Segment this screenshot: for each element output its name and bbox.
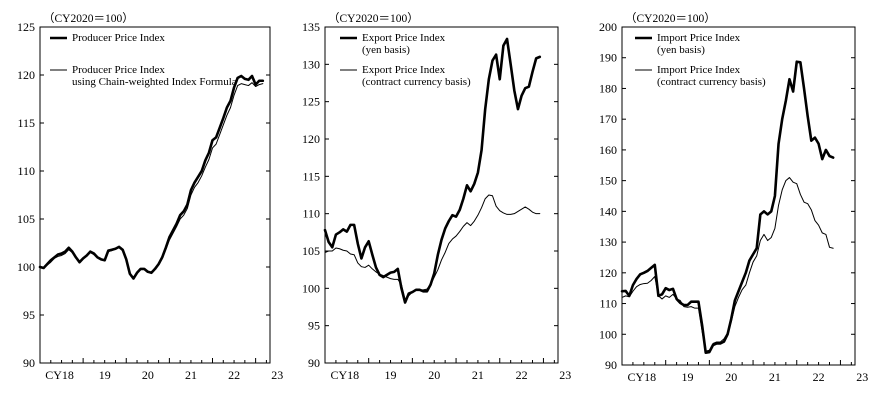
- x-tick-label: 23: [856, 370, 868, 384]
- y-tick-label: 100: [17, 260, 35, 274]
- y-tick-label: 95: [23, 308, 35, 322]
- legend-label: Producer Price Index: [72, 64, 165, 76]
- y-tick-label: 125: [17, 20, 35, 34]
- y-tick-label: 100: [302, 281, 320, 295]
- x-tick-label: 21: [185, 368, 197, 382]
- series-line-bold: [323, 37, 542, 304]
- panel-import-price-index: （CY2020＝100） 90 100 110 120 130 140 150 160 170 18…: [599, 12, 868, 384]
- y-tick-label: 105: [302, 244, 320, 258]
- x-tick-label: 19: [682, 370, 694, 384]
- series-line-thin: [324, 194, 541, 301]
- x-tick-label: 22: [813, 370, 825, 384]
- y-tick-label: 95: [308, 319, 320, 333]
- x-tick-label: CY18: [628, 370, 657, 384]
- plot-frame: [324, 26, 559, 364]
- x-tick-label: 23: [559, 368, 571, 382]
- y-tick-label: 135: [302, 20, 320, 34]
- x-tick-label: CY18: [45, 368, 74, 382]
- legend-label: using Chain-weighted Index Formula: [72, 76, 237, 88]
- y-tick-label: 160: [599, 143, 617, 157]
- legend-label: (yen basis): [657, 44, 705, 56]
- panel-export-price-index: （CY2020＝100） 90 95 100 105 110 115 120 125 130 135…: [302, 12, 571, 382]
- x-tick-label: 20: [142, 368, 154, 382]
- x-tick-label: 23: [271, 368, 283, 382]
- plot-frame: [621, 26, 856, 366]
- legend-label: Producer Price Index: [72, 32, 165, 44]
- panel-producer-price-index: （CY2020＝100） 90 95 100 105 110 115 120 125 CY18 19…: [17, 12, 283, 382]
- series-line-bold: [620, 60, 835, 355]
- y-tick-label: 90: [308, 356, 320, 370]
- unit-label: （CY2020＝100）: [625, 12, 716, 25]
- legend-label: Export Price Index: [362, 32, 446, 44]
- y-tick-label: 190: [599, 51, 617, 65]
- legend-label: Export Price Index: [362, 64, 446, 76]
- unit-label: （CY2020＝100）: [328, 12, 419, 25]
- y-tick-label: 150: [599, 174, 617, 188]
- legend-label: (contract currency basis): [657, 76, 766, 88]
- x-tick-label: 20: [725, 370, 737, 384]
- y-tick-label: 170: [599, 112, 617, 126]
- y-tick-label: 110: [302, 207, 320, 221]
- y-tick-label: 130: [599, 235, 617, 249]
- legend-label: Import Price Index: [657, 64, 741, 76]
- series-line-thin: [39, 82, 264, 279]
- y-tick-label: 90: [23, 356, 35, 370]
- y-tick-label: 200: [599, 20, 617, 34]
- series-line-bold: [38, 74, 265, 280]
- legend-label: Import Price Index: [657, 32, 741, 44]
- y-tick-label: 115: [302, 169, 320, 183]
- legend-label: (yen basis): [362, 44, 410, 56]
- y-tick-label: 180: [599, 81, 617, 95]
- legend-label: (contract currency basis): [362, 76, 471, 88]
- x-tick-label: 21: [472, 368, 484, 382]
- x-tick-label: CY18: [331, 368, 360, 382]
- x-tick-label: 19: [385, 368, 397, 382]
- y-tick-label: 90: [605, 358, 617, 372]
- y-tick-label: 105: [17, 212, 35, 226]
- unit-label: （CY2020＝100）: [43, 12, 134, 25]
- y-tick-label: 120: [17, 68, 35, 82]
- x-tick-label: 22: [228, 368, 240, 382]
- y-tick-label: 115: [17, 116, 35, 130]
- y-tick-label: 140: [599, 204, 617, 218]
- y-tick-label: 120: [599, 266, 617, 280]
- y-tick-label: 100: [599, 327, 617, 341]
- x-tick-label: 22: [516, 368, 528, 382]
- plot-frame: [39, 26, 271, 364]
- x-tick-label: 19: [99, 368, 111, 382]
- y-tick-label: 110: [599, 297, 617, 311]
- series-line-thin: [621, 177, 834, 352]
- y-tick-label: 130: [302, 57, 320, 71]
- y-tick-label: 125: [302, 95, 320, 109]
- y-tick-label: 110: [17, 164, 35, 178]
- y-tick-label: 120: [302, 132, 320, 146]
- x-tick-label: 21: [769, 370, 781, 384]
- x-tick-label: 20: [428, 368, 440, 382]
